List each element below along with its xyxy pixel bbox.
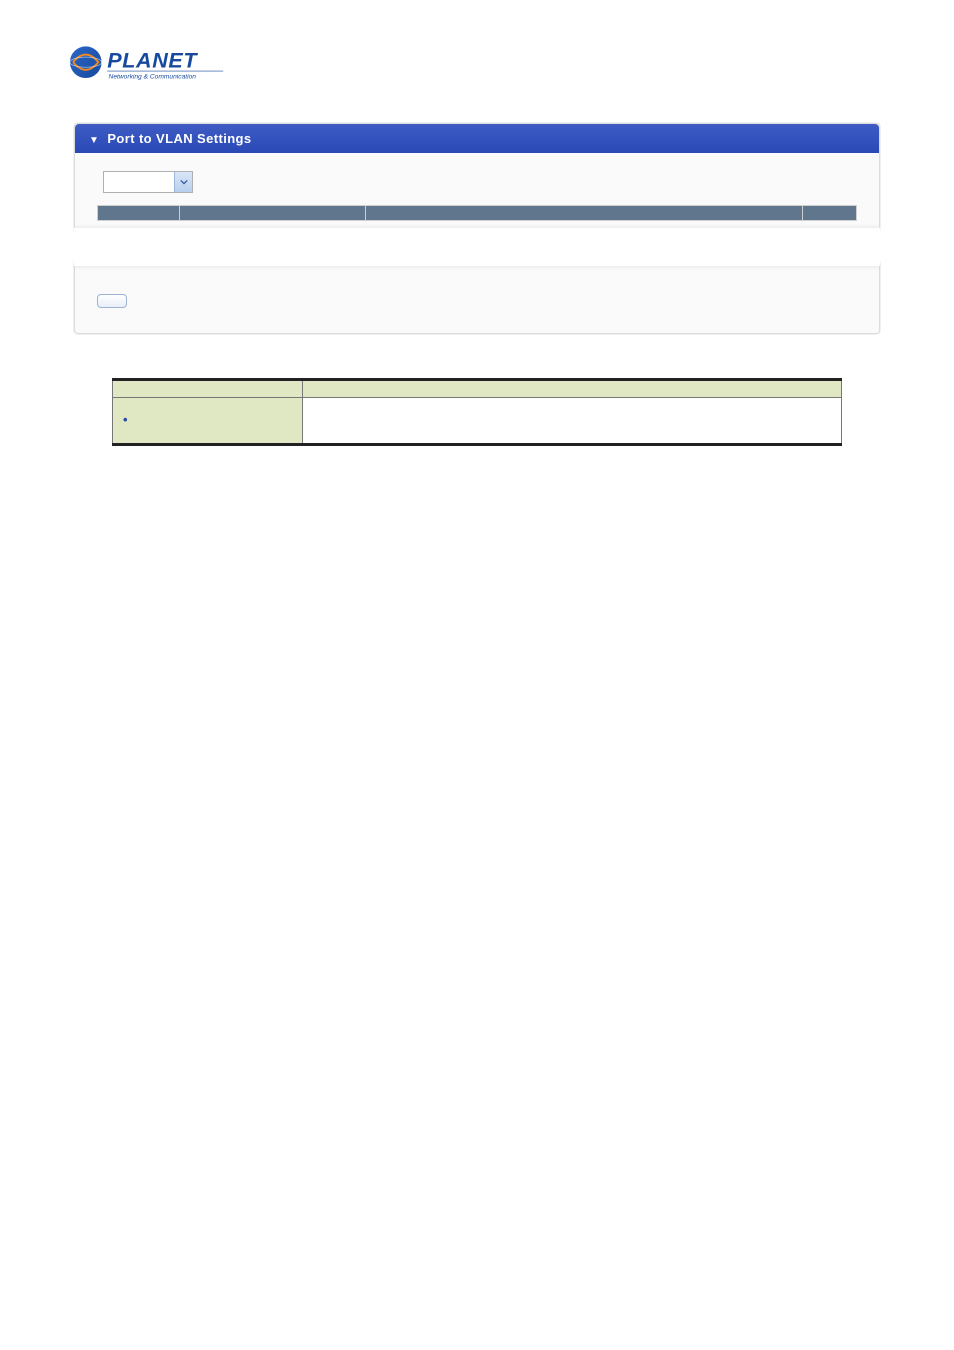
panel-header: ▼ Port to VLAN Settings (75, 124, 879, 153)
desc-head-object (113, 380, 303, 398)
chevron-down-icon[interactable] (174, 172, 192, 192)
description-table: • (112, 378, 842, 446)
svg-text:Networking & Communication: Networking & Communication (109, 74, 197, 81)
col-mode (180, 206, 366, 221)
col-port (98, 206, 180, 221)
col-membership (366, 206, 803, 221)
port-to-vlan-panel-top: ▼ Port to VLAN Settings (74, 123, 880, 230)
logo: PLANET Networking & Communication (68, 40, 886, 95)
svg-text:PLANET: PLANET (107, 48, 198, 72)
col-pvid (803, 206, 857, 221)
torn-gap (74, 228, 880, 266)
vlan-table-top (97, 205, 857, 221)
apply-button[interactable] (97, 294, 127, 308)
desc-obj-membership: • (113, 398, 303, 445)
collapse-icon[interactable]: ▼ (89, 135, 99, 146)
port-to-vlan-panel-bottom (74, 264, 880, 334)
desc-head-desc (303, 380, 842, 398)
vlan-id-value (104, 172, 174, 192)
desc-membership-intro (303, 398, 842, 445)
vlan-id-select[interactable] (103, 171, 193, 193)
